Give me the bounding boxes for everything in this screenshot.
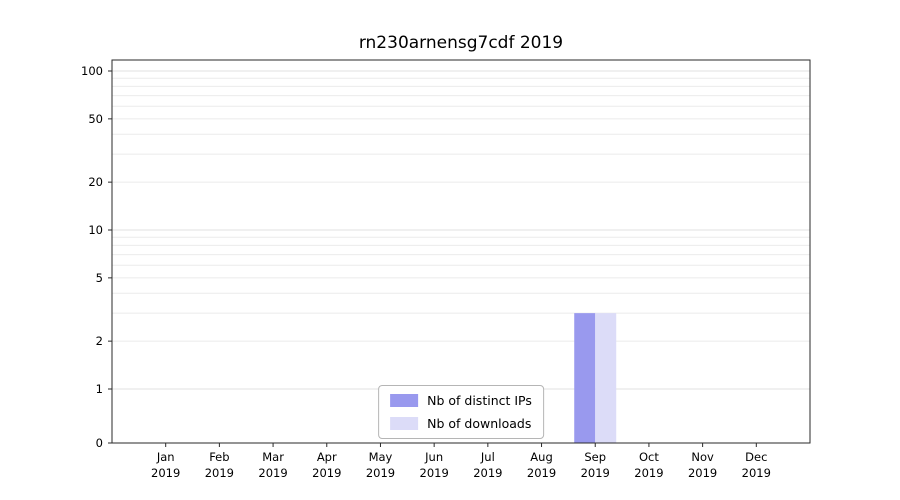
y-tick-label: 10 [88, 223, 103, 237]
legend-entry: Nb of distinct IPs [390, 393, 532, 408]
legend: Nb of distinct IPs Nb of downloads [378, 385, 544, 439]
x-tick-label-month: Jun [424, 450, 443, 464]
plot-frame [111, 59, 811, 444]
x-tick-label-month: Aug [530, 450, 552, 464]
x-tick-label-month: Oct [639, 450, 659, 464]
x-tick-label-year: 2019 [258, 466, 287, 480]
legend-label: Nb of downloads [427, 416, 532, 431]
x-tick-label-month: Sep [584, 450, 606, 464]
legend-swatch [390, 417, 419, 430]
x-tick-label-month: Jan [156, 450, 175, 464]
x-tick-label-year: 2019 [742, 466, 771, 480]
x-tick-label-month: Dec [745, 450, 767, 464]
x-tick-label-month: May [369, 450, 393, 464]
x-tick-label-year: 2019 [312, 466, 341, 480]
x-tick-label-year: 2019 [634, 466, 663, 480]
y-tick-label: 0 [96, 436, 103, 450]
legend-entry: Nb of downloads [390, 416, 532, 431]
legend-label: Nb of distinct IPs [427, 393, 532, 408]
x-tick-label-month: Mar [262, 450, 284, 464]
y-tick-label: 2 [96, 334, 103, 348]
y-tick-label: 20 [88, 175, 103, 189]
x-tick-label-year: 2019 [151, 466, 180, 480]
x-tick-label-month: Jul [480, 450, 495, 464]
chart-title: rn230arnensg7cdf 2019 [358, 33, 564, 53]
legend-swatch [390, 394, 419, 407]
y-tick-label: 5 [96, 271, 103, 285]
x-tick-label-year: 2019 [527, 466, 556, 480]
x-tick-label-year: 2019 [688, 466, 717, 480]
y-tick-label: 1 [96, 382, 103, 396]
x-tick-label-year: 2019 [366, 466, 395, 480]
y-tick-label: 100 [81, 64, 103, 78]
x-tick-label-year: 2019 [420, 466, 449, 480]
x-tick-label-year: 2019 [205, 466, 234, 480]
x-tick-label-year: 2019 [473, 466, 502, 480]
x-tick-label-month: Nov [691, 450, 714, 464]
x-tick-label-year: 2019 [581, 466, 610, 480]
x-tick-label-month: Feb [209, 450, 229, 464]
bar [574, 313, 596, 443]
y-tick-label: 50 [88, 112, 103, 126]
x-tick-label-month: Apr [317, 450, 337, 464]
bar [595, 313, 617, 443]
